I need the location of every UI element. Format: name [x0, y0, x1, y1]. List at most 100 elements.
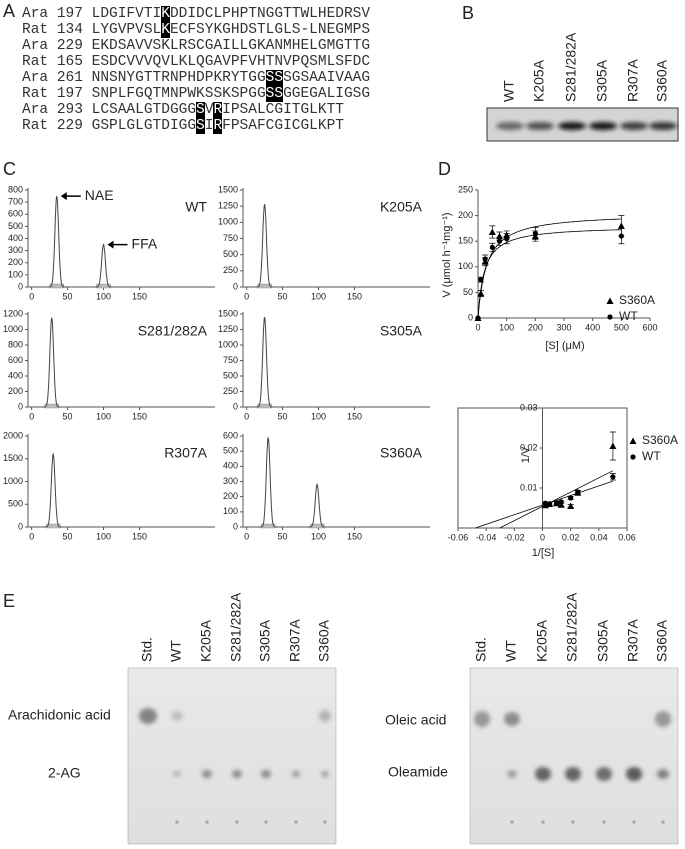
x-tick-label: 0 — [475, 322, 480, 332]
fit-line — [499, 470, 614, 529]
integration-bar — [309, 523, 325, 529]
y-tick-label: 0 — [233, 281, 238, 291]
sequence: NNSNYGTTRNPHDPKRYTGG — [91, 70, 266, 86]
tlc-spot — [232, 770, 242, 778]
y-tick-label: 100 — [458, 261, 473, 271]
y-tick-label: 1000 — [218, 217, 238, 227]
lane-label: S281/282A — [228, 592, 244, 662]
y-tick-label: 150 — [458, 236, 473, 246]
integration-bar — [257, 283, 272, 289]
x-tick-label: 0 — [244, 411, 249, 421]
y-tick-label: 500 — [8, 221, 23, 231]
sequence-row: Ara 293 LCSAALGTDGGGSVRIPSALCGITGLKTT — [22, 102, 370, 118]
x-tick-label: 600 — [642, 322, 657, 332]
x-tick-label: 0.04 — [590, 532, 608, 542]
x-tick-label: 50 — [278, 291, 288, 301]
panel-letter: B — [462, 3, 474, 23]
data-point — [475, 315, 481, 321]
y-tick-label: 1000 — [3, 324, 23, 334]
x-axis-title: [S] (μM) — [545, 340, 584, 352]
y-tick-label: 200 — [223, 491, 238, 501]
y-tick-label: 600 — [8, 209, 23, 219]
tlc-spot — [657, 769, 669, 779]
y-tick-label: 100 — [223, 506, 238, 516]
faint-spot — [205, 820, 209, 824]
spot-label: 2-AG — [48, 765, 81, 781]
legend-label: WT — [619, 309, 638, 323]
faint-spot — [323, 820, 327, 824]
x-tick-label: 150 — [132, 531, 147, 541]
y-tick-label: 600 — [223, 430, 238, 440]
y-tick-label: 500 — [8, 499, 23, 509]
highlighted-residue: K — [161, 22, 170, 38]
legend-label: S360A — [642, 433, 678, 447]
peak-label: NAE — [85, 187, 114, 203]
legend-label: WT — [642, 449, 661, 463]
sequence: V — [204, 102, 214, 118]
panel-letter: E — [3, 591, 15, 611]
spot-label: Oleic acid — [385, 712, 446, 728]
x-tick-label: 0 — [244, 531, 249, 541]
lane-label: S360A — [654, 619, 670, 662]
y-tick-label: 1000 — [218, 339, 238, 349]
species: Rat — [22, 118, 49, 134]
data-point — [542, 500, 548, 506]
sequence-row: Ara 229 EKDSAVVSKLRSCGAILLGKANMHELGMGTTG — [22, 38, 370, 54]
x-tick-label: 0 — [29, 531, 34, 541]
peak — [254, 204, 275, 288]
integration-bar — [257, 403, 272, 409]
residue-number: 261 — [56, 70, 83, 86]
peak — [254, 316, 275, 408]
x-tick-label: -0.02 — [504, 532, 525, 542]
x-tick-label: 100 — [499, 322, 514, 332]
y-tick-label: 250 — [223, 265, 238, 275]
data-point — [553, 500, 560, 506]
y-tick-label: 100 — [8, 269, 23, 279]
integration-bar — [49, 283, 65, 289]
trace-label: S305A — [380, 323, 423, 339]
highlighted-residue: SS — [265, 86, 284, 102]
residue-number: 229 — [56, 38, 83, 54]
sequence: EKDSAVVSKLRSCGAILLGKANMHELGMGTTG — [91, 38, 371, 54]
data-point — [532, 230, 538, 237]
x-tick-label: 100 — [96, 411, 111, 421]
lane-label: WT — [501, 80, 517, 102]
y-tick-label: 400 — [8, 370, 23, 380]
integration-bar — [260, 523, 276, 529]
tlc-spot — [655, 711, 671, 727]
y-tick-label: 750 — [223, 233, 238, 243]
trace-label: S281/282A — [138, 323, 208, 339]
y-tick-label: 750 — [223, 355, 238, 365]
tlc-spot — [173, 771, 181, 777]
blot-band — [558, 122, 586, 130]
blot-band — [526, 122, 554, 130]
data-point — [568, 495, 574, 501]
tlc-plate — [127, 667, 337, 845]
highlighted-residue: R — [213, 118, 223, 134]
x-tick-label: 50 — [63, 531, 73, 541]
x-tick-label: 50 — [278, 531, 288, 541]
peak — [46, 195, 67, 288]
x-tick-label: 200 — [528, 322, 543, 332]
data-point — [496, 238, 503, 244]
species: Rat — [22, 54, 49, 70]
y-tick-label: 0 — [233, 521, 238, 531]
sequence-row: Ara 261 NNSNYGTTRNPHDPKRYTGGSSSGSAAIVAAG — [22, 70, 370, 86]
data-point — [477, 289, 485, 297]
y-tick-label: 500 — [223, 446, 238, 456]
x-tick-label: 50 — [63, 411, 73, 421]
y-tick-label: 2000 — [3, 430, 23, 440]
y-tick-label: 0 — [18, 521, 23, 531]
panel-letter: C — [3, 159, 16, 179]
tlc-spot — [507, 770, 517, 778]
highlighted-residue: SS — [265, 70, 284, 86]
legend-label: S360A — [619, 293, 655, 307]
lane-label: S305A — [594, 59, 610, 102]
sequence: GSPLGLGTDIGG — [91, 118, 197, 134]
species: Ara — [22, 38, 49, 54]
data-point — [478, 277, 484, 283]
species: Ara — [22, 102, 49, 118]
y-tick-label: 300 — [223, 476, 238, 486]
